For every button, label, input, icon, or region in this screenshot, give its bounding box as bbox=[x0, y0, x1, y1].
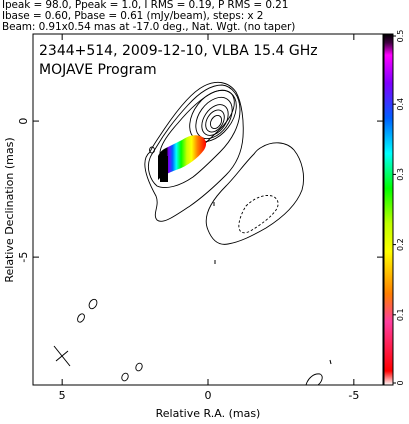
plot-frame bbox=[32, 33, 384, 386]
axis-ticks: 5 0 -5 0 -5 bbox=[17, 34, 383, 402]
y-tick-label: 0 bbox=[17, 118, 30, 125]
beam-marker bbox=[53, 345, 71, 367]
y-tick-label: -5 bbox=[17, 252, 30, 263]
chart-title: 2344+514, 2009-12-10, VLBA 15.4 GHz bbox=[39, 43, 318, 59]
contour-negative bbox=[238, 195, 279, 234]
contour-blob bbox=[149, 146, 155, 154]
x-axis-label: Relative R.A. (mas) bbox=[156, 407, 261, 420]
polarization-patch bbox=[158, 135, 207, 180]
contour-blob bbox=[77, 313, 85, 323]
chart-subtitle: MOJAVE Program bbox=[39, 62, 157, 78]
colorbar-tick-label: 0.2 bbox=[396, 238, 405, 251]
colorbar-tick-label: 0.5 bbox=[396, 30, 405, 43]
contour-level-7 bbox=[205, 109, 225, 133]
colorbar bbox=[383, 33, 394, 386]
colorbar-ticks: 0 0.1 0.2 0.3 0.4 0.5 bbox=[393, 30, 405, 386]
contour-blob bbox=[329, 359, 332, 365]
colorbar-tick-label: 0.1 bbox=[396, 308, 405, 321]
contour-blob bbox=[305, 373, 323, 385]
header-line-2: Ibase = 0.60, Pbase = 0.61 (mJy/beam), s… bbox=[2, 10, 264, 22]
colorbar-tick-label: 0.3 bbox=[396, 168, 405, 181]
contour-level-1 bbox=[144, 81, 244, 222]
header-line-3: Beam: 0.91x0.54 mas at -17.0 deg., Nat. … bbox=[2, 21, 296, 33]
x-tick-label: -5 bbox=[348, 389, 359, 402]
colorbar-tick-label: 0.4 bbox=[396, 98, 405, 111]
contour-blob bbox=[121, 372, 129, 382]
contour-level-8 bbox=[209, 114, 223, 130]
y-axis-label: Relative Declination (mas) bbox=[3, 137, 16, 282]
header-line-1: Ipeak = 98.0, Ppeak = 1.0, I RMS = 0.19,… bbox=[2, 0, 289, 11]
x-tick-label: 0 bbox=[205, 389, 212, 402]
colorbar-tick-label: 0 bbox=[396, 380, 405, 385]
polarization-patch-core bbox=[160, 156, 168, 182]
x-tick-label: 5 bbox=[59, 389, 66, 402]
contour-level-6 bbox=[201, 104, 229, 136]
contour-blob bbox=[88, 298, 98, 310]
contour-blob bbox=[135, 362, 143, 372]
contour-jet-se bbox=[205, 142, 305, 245]
contour-level-2 bbox=[147, 84, 241, 188]
contour-layer bbox=[77, 81, 332, 385]
